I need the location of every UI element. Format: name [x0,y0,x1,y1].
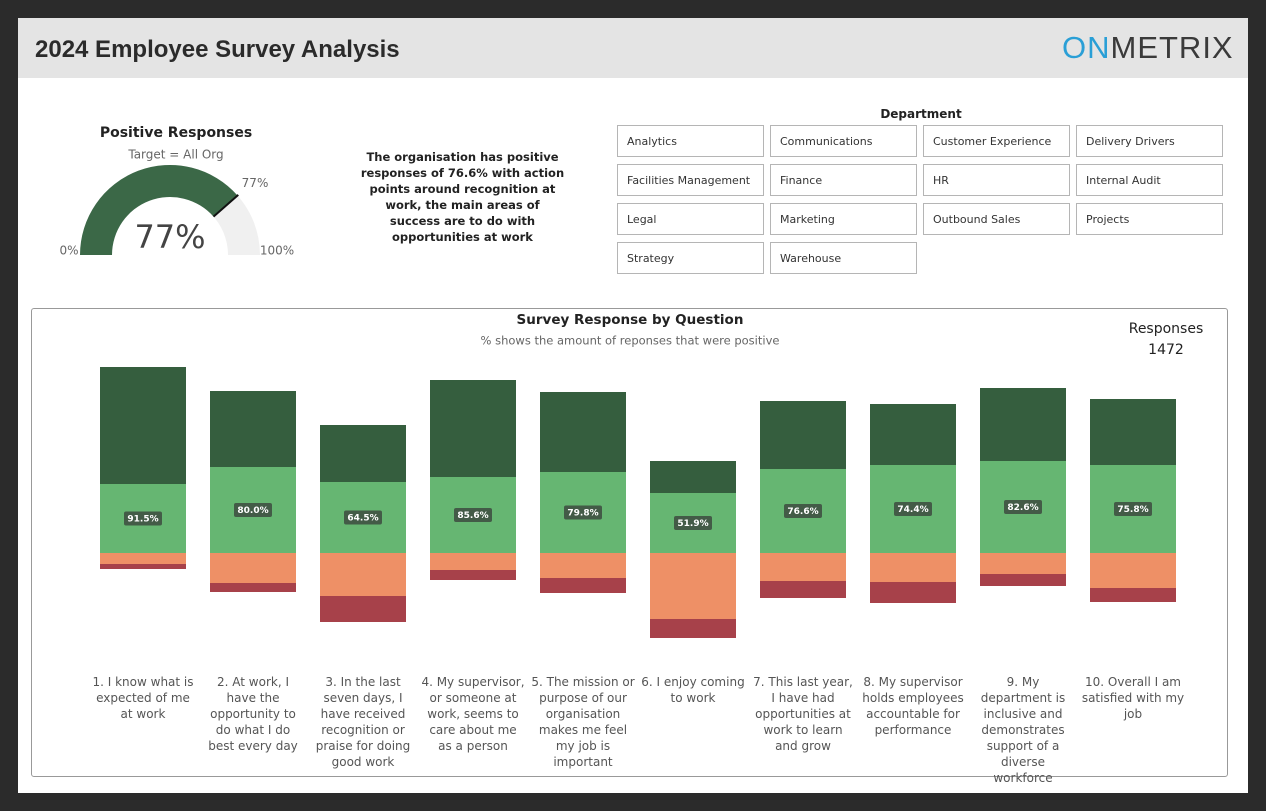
x-tick-label: 5. The mission or purpose of our organis… [531,675,635,769]
filter-button[interactable]: Communications [770,125,917,157]
filter-button[interactable]: HR [923,164,1070,196]
bar-segment [540,553,626,578]
logo-part: ON [1062,30,1111,65]
bar-segment [760,401,846,469]
data-label-box [124,511,162,526]
filter-button[interactable]: Delivery Drivers [1076,125,1223,157]
x-tick-label: 6. I enjoy coming to work [641,675,745,705]
bar-segment [210,553,296,583]
chart-frame [31,308,1228,777]
bar-segment [980,388,1066,461]
bar-segment [1090,399,1176,465]
logo: ONMETRIX [1062,30,1234,66]
filter-button[interactable]: Outbound Sales [923,203,1070,235]
filter-button[interactable]: Warehouse [770,242,917,274]
gauge-target [212,194,239,218]
filter-button[interactable]: Legal [617,203,764,235]
data-label: 74.4% [897,505,928,515]
gauge-value: 77% [134,218,205,256]
data-label: 91.5% [127,515,158,525]
card-value: 1472 [1148,342,1184,358]
filter-title: Department [880,107,962,121]
data-label: 51.9% [677,519,708,529]
summary-text: The organisation has positive responses … [360,150,565,244]
bar-segment [320,553,406,596]
data-label: 79.8% [567,509,598,519]
filter-button[interactable]: Projects [1076,203,1223,235]
bar-segment [210,583,296,592]
filter-button[interactable]: Strategy [617,242,764,274]
data-label: 76.6% [787,507,818,517]
x-tick-label: 10. Overall I am satisfied with my job [1081,675,1185,721]
data-label: 85.6% [457,511,488,521]
x-tick-label: 9. My department is inclusive and demons… [980,675,1066,785]
data-label: 75.8% [1117,505,1148,515]
bar-segment [430,570,516,580]
filter-button[interactable]: Analytics [617,125,764,157]
data-label: 80.0% [237,506,268,516]
gauge-max: 100% [260,244,294,258]
bar-segment [760,581,846,598]
gauge-min: 0% [59,244,78,258]
data-label-box [1004,500,1042,514]
bar-segment [430,553,516,570]
gauge-value-arc [80,165,238,255]
data-label-box [234,503,272,517]
data-label-box [784,504,822,518]
bar-segment [320,425,406,482]
bar-segment [870,582,956,603]
data-label-box [1114,502,1152,516]
bar-segment [1090,553,1176,588]
data-label-box [344,510,382,525]
filter-button[interactable]: Marketing [770,203,917,235]
bar-segment [540,578,626,593]
bar-segment [650,619,736,638]
bar-segment [980,553,1066,574]
data-label-box [894,502,932,516]
filter-button[interactable]: Facilities Management [617,164,764,196]
chart-title: Survey Response by Question [517,312,744,328]
bar-segment [650,553,736,619]
bar-segment [980,574,1066,586]
filter-button[interactable]: Internal Audit [1076,164,1223,196]
x-tick-label: 3. In the last seven days, I have receiv… [315,675,411,769]
x-tick-label: 2. At work, I have the opportunity to do… [208,675,298,753]
data-label-box [454,508,492,522]
page-title: 2024 Employee Survey Analysis [35,36,400,63]
bar-segment [430,380,516,477]
bar-segment [1090,588,1176,602]
data-label: 82.6% [1007,503,1038,513]
x-tick-label: 7. This last year, I have had opportunit… [753,675,853,753]
filter-button[interactable]: Customer Experience [923,125,1070,157]
chart-subtitle: % shows the amount of reponses that were… [481,334,780,348]
filter-button[interactable]: Finance [770,164,917,196]
x-tick-label: 8. My supervisor holds employees account… [862,675,964,737]
x-tick-label: 4. My supervisor, or someone at work, se… [421,675,525,753]
card-label: Responses [1128,321,1204,337]
bar-segment [210,391,296,467]
bar-segment [100,564,186,569]
bar-segment [870,404,956,465]
data-label: 64.5% [347,514,378,524]
gauge-title: Positive Responses [100,125,252,141]
bar-segment [100,367,186,484]
bar-segment [760,553,846,581]
header-bar [18,18,1248,78]
logo-part: METRIX [1110,30,1234,65]
x-tick-label: 1. I know what is expected of me at work [92,675,194,721]
gauge-target-label: 77% [242,176,269,190]
bar-segment [540,392,626,472]
data-label-box [564,505,602,520]
bar-segment [100,553,186,564]
bar-segment [870,553,956,582]
bar-segment [650,461,736,493]
data-label-box [674,516,712,530]
bar-segment [320,596,406,622]
gauge-subtitle: Target = All Org [127,148,223,162]
